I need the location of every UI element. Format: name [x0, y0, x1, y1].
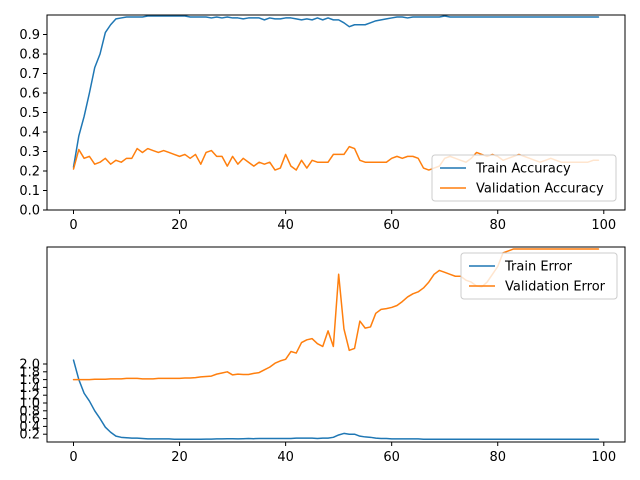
error-y-tick-label: 0.2: [19, 428, 40, 443]
error-series-line-validation-error: [72, 248, 600, 381]
accuracy-legend-label: Train Accuracy: [475, 162, 571, 177]
error-x-tick-label: 40: [277, 450, 294, 465]
error-legend-box: [460, 252, 618, 300]
accuracy-x-tick-label: 100: [591, 218, 616, 233]
error-y-tick-label: 0.6: [19, 412, 40, 427]
accuracy-y-tick-label: 0.3: [19, 145, 40, 160]
error-y-tick-label: 1.2: [19, 389, 40, 404]
error-y-tick-label: 0.4: [19, 420, 40, 435]
accuracy-ticks-layer: 0 20 40 60 80 100 0.0 0.1 0.2 0.3 0.4 0.5 0.6 0.7 0.8 0…: [19, 28, 616, 233]
accuracy-y-tick-label: 0.8: [19, 48, 40, 63]
error-x-tick-label: 20: [171, 450, 188, 465]
accuracy-y-tick-label: 0.5: [19, 106, 40, 121]
accuracy-y-tick-label: 0.6: [19, 87, 40, 102]
error-x-tick-label: 0: [69, 450, 77, 465]
error-x-tick-label: 60: [383, 450, 400, 465]
accuracy-y-tick-label: 0.4: [19, 126, 40, 141]
accuracy-x-tick-label: 20: [171, 218, 188, 233]
error-legend: Train Error Validation Error: [460, 252, 618, 300]
accuracy-y-tick-label: 0.7: [19, 67, 40, 82]
accuracy-legend-box: [431, 154, 617, 202]
accuracy-y-tick-label: 0.9: [19, 28, 40, 43]
error-legend-label: Train Error: [504, 260, 573, 275]
accuracy-x-tick-label: 60: [383, 218, 400, 233]
error-series-layer: [72, 248, 600, 441]
accuracy-x-tick-label: 80: [489, 218, 506, 233]
accuracy-series-line-train-accuracy: [72, 15, 600, 168]
accuracy-x-tick-label: 40: [277, 218, 294, 233]
error-ticks-layer: 0 20 40 60 80 100 0.20.40.60.81.01.21.41.61.82…: [19, 358, 616, 466]
accuracy-y-tick-label: 0.2: [19, 165, 40, 180]
error-y-tick-label: 2.0: [19, 358, 40, 373]
error-series-line-train-error: [72, 359, 600, 441]
error-chart: 0 20 40 60 80 100 0.20.40.60.81.01.21.41.61.82…: [19, 246, 626, 466]
accuracy-x-tick-label: 0: [69, 218, 77, 233]
error-plot-frame: [46, 246, 626, 443]
error-y-tick-label: 1.6: [19, 373, 40, 388]
error-y-tick-label: 1.8: [19, 365, 40, 380]
error-y-tick-label: 0.8: [19, 404, 40, 419]
accuracy-chart: 0 20 40 60 80 100 0.0 0.1 0.2 0.3 0.4 0.5 0.6 0.7 0.8 0…: [19, 14, 626, 233]
accuracy-legend: Train Accuracy Validation Accuracy: [431, 154, 617, 202]
error-x-tick-label: 100: [591, 450, 616, 465]
accuracy-y-tick-label: 0.0: [19, 204, 40, 219]
accuracy-legend-label: Validation Accuracy: [476, 182, 604, 197]
error-x-tick-label: 80: [489, 450, 506, 465]
error-y-tick-label: 1.0: [19, 397, 40, 412]
error-legend-label: Validation Error: [505, 280, 606, 295]
error-y-tick-label: 1.4: [19, 381, 40, 396]
accuracy-y-tick-label: 0.1: [19, 184, 40, 199]
